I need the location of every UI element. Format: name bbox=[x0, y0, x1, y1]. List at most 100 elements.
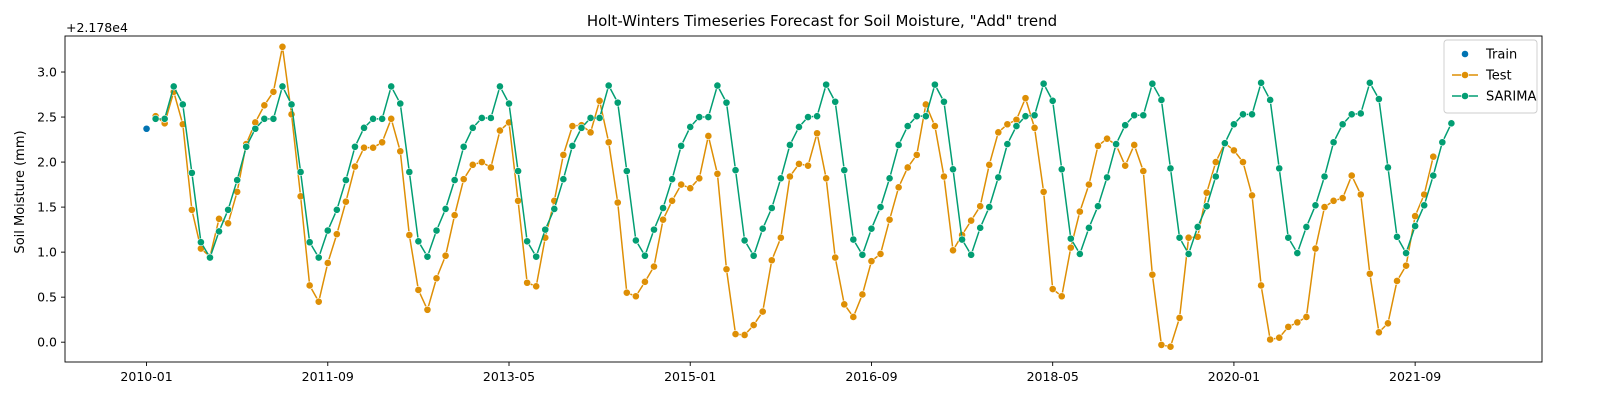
sarima-point bbox=[187, 168, 196, 177]
test-point bbox=[659, 215, 667, 224]
sarima-point bbox=[1085, 223, 1093, 232]
sarima-point bbox=[831, 97, 840, 106]
test-point bbox=[1429, 152, 1438, 161]
test-point bbox=[1130, 141, 1139, 149]
test-point bbox=[867, 257, 876, 266]
test-point bbox=[949, 246, 957, 255]
test-point bbox=[876, 250, 885, 258]
test-point bbox=[804, 161, 812, 170]
y-axis-label: Soil Moisture (mm) bbox=[13, 130, 28, 253]
legend-item-sarima: SARIMA bbox=[1452, 90, 1536, 105]
sarima-point bbox=[758, 224, 767, 233]
sarima-point bbox=[1293, 249, 1302, 257]
test-point bbox=[287, 110, 296, 119]
test-point bbox=[1293, 318, 1302, 327]
sarima-point bbox=[1103, 173, 1111, 182]
y-tick-label: 2.5 bbox=[37, 110, 57, 125]
sarima-point bbox=[523, 237, 532, 246]
test-point bbox=[1338, 194, 1347, 202]
test-point bbox=[559, 150, 568, 159]
sarima-point bbox=[1130, 111, 1139, 120]
series-train bbox=[142, 124, 151, 133]
test-point bbox=[568, 122, 577, 130]
sarima-point bbox=[1329, 138, 1338, 147]
test-point bbox=[822, 174, 831, 183]
sarima-point bbox=[296, 168, 305, 176]
sarima-point bbox=[1075, 250, 1084, 258]
test-point bbox=[496, 126, 504, 135]
sarima-point bbox=[496, 82, 504, 91]
test-point bbox=[930, 122, 939, 130]
sarima-point bbox=[822, 80, 831, 89]
test-point bbox=[622, 288, 631, 297]
sarima-point bbox=[586, 114, 595, 122]
test-point bbox=[1402, 261, 1410, 270]
sarima-point bbox=[251, 124, 260, 133]
test-point bbox=[1139, 167, 1148, 175]
sarima-point bbox=[532, 252, 541, 261]
legend-swatch-marker bbox=[1461, 50, 1469, 58]
test-point bbox=[686, 184, 695, 193]
sarima-point bbox=[659, 204, 667, 212]
test-point bbox=[740, 331, 749, 339]
test-point bbox=[1103, 134, 1111, 143]
test-point bbox=[1030, 123, 1039, 132]
test-point bbox=[786, 172, 794, 181]
sarima-point bbox=[894, 141, 903, 149]
test-point bbox=[387, 114, 396, 123]
sarima-point bbox=[287, 100, 296, 109]
sarima-point bbox=[233, 176, 242, 184]
sarima-point bbox=[849, 235, 858, 244]
sarima-point bbox=[677, 141, 686, 150]
sarima-point bbox=[1157, 96, 1166, 104]
test-point bbox=[940, 172, 948, 181]
x-tick-label: 2021-09 bbox=[1389, 369, 1441, 384]
test-point bbox=[459, 175, 468, 184]
test-point bbox=[1202, 188, 1211, 197]
test-point bbox=[1356, 190, 1365, 199]
y-tick-label: 0.0 bbox=[37, 335, 57, 350]
sarima-point bbox=[559, 175, 568, 184]
sarima-point bbox=[940, 97, 948, 106]
sarima-point bbox=[169, 82, 178, 91]
sarima-point bbox=[305, 238, 314, 247]
sarima-point bbox=[242, 142, 251, 151]
test-point bbox=[1085, 180, 1093, 189]
sarima-point bbox=[641, 251, 649, 260]
test-point bbox=[1175, 313, 1184, 322]
sarima-point bbox=[1193, 223, 1202, 231]
test-point bbox=[423, 305, 432, 314]
sarima-point bbox=[486, 114, 495, 122]
test-point bbox=[885, 215, 894, 224]
sarima-point bbox=[650, 225, 658, 234]
sarima-point bbox=[206, 253, 214, 262]
sarima-point bbox=[360, 123, 368, 132]
plot-area bbox=[64, 35, 1543, 363]
y-axis: 0.0 0.5 1.0 1.5 2.0 2.5 3.0 bbox=[37, 65, 65, 350]
sarima-point bbox=[1184, 250, 1193, 258]
sarima-point bbox=[568, 141, 577, 150]
test-point bbox=[840, 300, 849, 309]
sarima-point bbox=[985, 203, 994, 211]
sarima-point bbox=[1311, 201, 1320, 210]
test-point bbox=[1275, 333, 1284, 342]
sarima-point bbox=[713, 81, 722, 90]
test-point bbox=[269, 87, 278, 96]
sarima-point bbox=[1320, 172, 1329, 181]
test-point bbox=[713, 169, 722, 178]
test-point bbox=[1375, 328, 1383, 337]
sarima-point bbox=[341, 176, 350, 184]
sarima-point bbox=[1365, 78, 1374, 87]
sarima-point bbox=[767, 204, 776, 212]
sarima-point bbox=[1302, 223, 1311, 231]
test-point bbox=[360, 143, 368, 152]
sarima-point bbox=[1166, 164, 1175, 173]
test-point bbox=[1311, 244, 1320, 253]
sarima-point bbox=[749, 251, 758, 260]
test-point bbox=[468, 160, 477, 169]
test-point bbox=[776, 233, 785, 242]
test-point bbox=[668, 196, 677, 205]
y-tick-label: 1.0 bbox=[37, 245, 57, 260]
sarima-point bbox=[450, 176, 459, 184]
y-offset-label: +2.178e4 bbox=[66, 20, 128, 35]
